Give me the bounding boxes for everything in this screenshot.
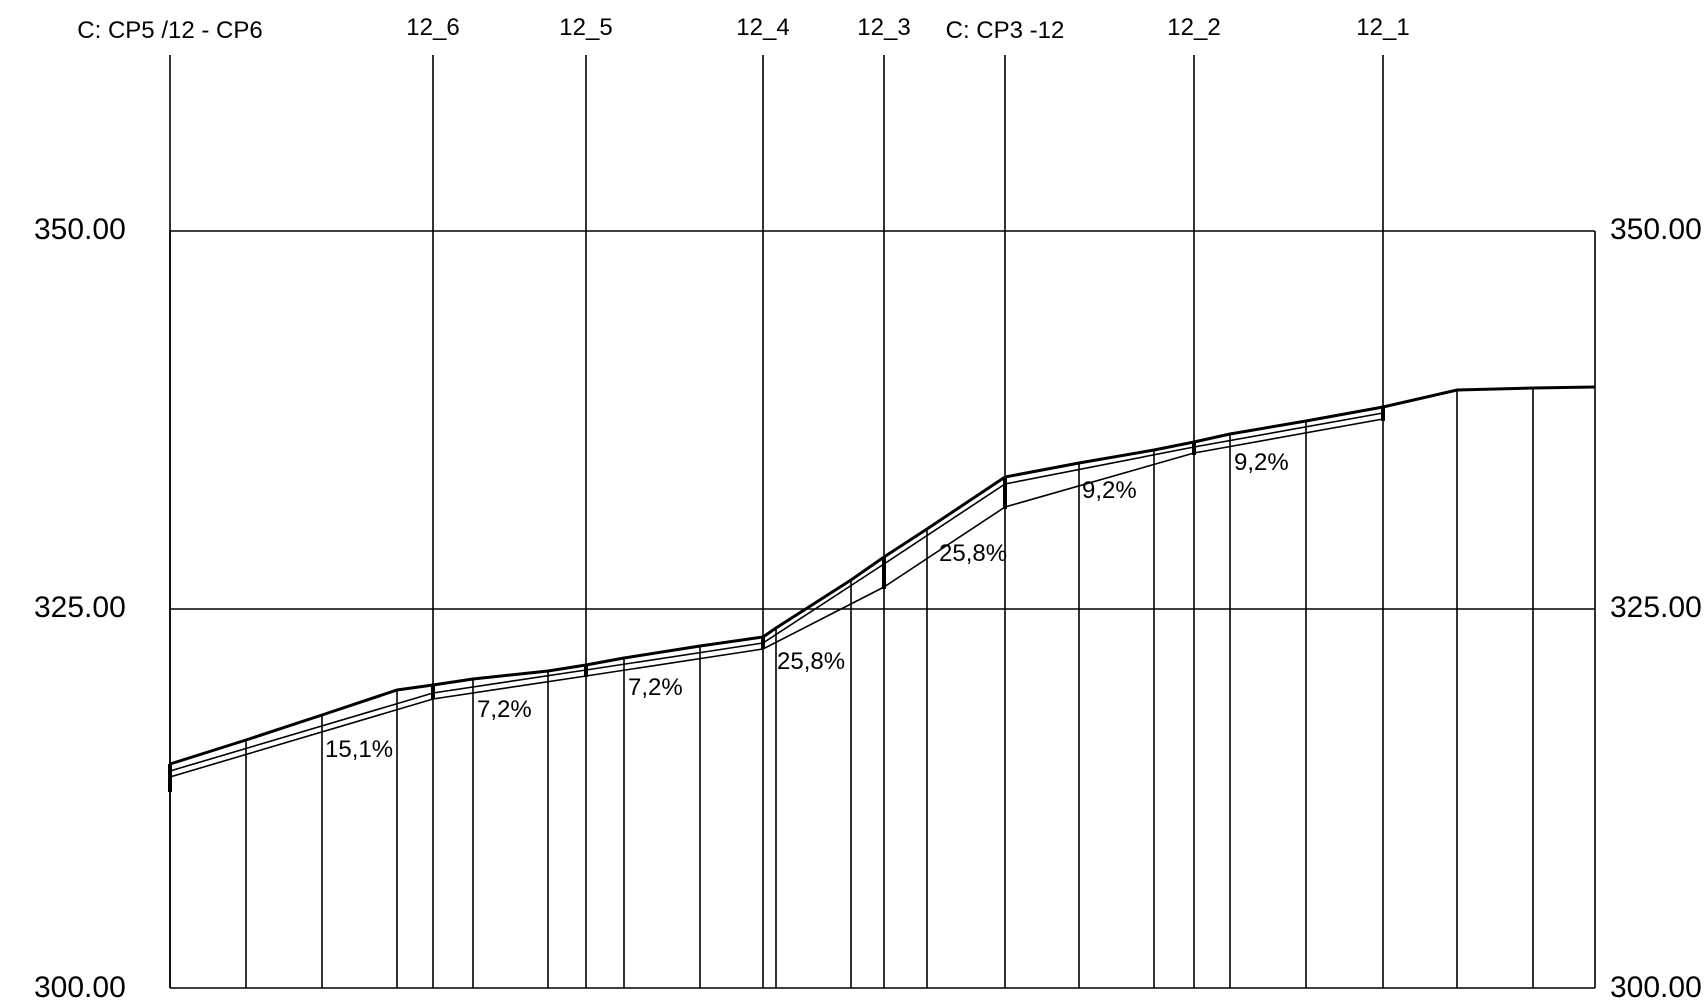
manhole-marker xyxy=(1192,442,1196,455)
manhole-marker xyxy=(761,637,765,649)
station-label-12-3: 12_3 xyxy=(857,14,910,41)
slope-label: 9,2% xyxy=(1234,449,1289,476)
slope-label: 25,8% xyxy=(777,648,845,675)
station-label-12-6: 12_6 xyxy=(406,14,459,41)
manhole-marker xyxy=(1003,477,1007,509)
manhole-marker xyxy=(1381,407,1385,421)
station-label-cp5-cp6: C: CP5 /12 - CP6 xyxy=(77,17,262,44)
slope-label: 7,2% xyxy=(477,696,532,723)
elevation-label-left-325: 325.00 xyxy=(34,591,126,624)
elevation-label-left-300: 300.00 xyxy=(34,971,126,1002)
elevation-label-right-350: 350.00 xyxy=(1610,213,1702,246)
manhole-marker xyxy=(431,685,435,699)
slope-label: 9,2% xyxy=(1082,477,1137,504)
elevation-label-left-350: 350.00 xyxy=(34,213,126,246)
station-label-12-4: 12_4 xyxy=(736,14,789,41)
slope-label: 15,1% xyxy=(325,736,393,763)
station-label-12-5: 12_5 xyxy=(559,14,612,41)
slope-label: 25,8% xyxy=(939,540,1007,567)
slope-labels: 15,1% 7,2% 7,2% 25,8% 25,8% 9,2% 9,2% xyxy=(325,449,1289,763)
pipe-crown-line xyxy=(169,412,1384,772)
elevation-label-right-300: 300.00 xyxy=(1610,971,1702,1002)
manhole-marker xyxy=(584,665,588,677)
manhole-markers xyxy=(168,407,1385,792)
manhole-marker xyxy=(168,764,172,792)
station-label-12-2: 12_2 xyxy=(1167,14,1220,41)
station-label-cp3-12: C: CP3 -12 xyxy=(946,17,1065,44)
station-label-12-1: 12_1 xyxy=(1356,14,1409,41)
station-labels: C: CP5 /12 - CP6 12_6 12_5 12_4 12_3 C: … xyxy=(77,14,1409,44)
manhole-marker xyxy=(882,557,886,589)
station-lines xyxy=(169,55,1384,988)
profile-frame xyxy=(169,230,1596,989)
elevation-labels: 350.00 350.00 325.00 325.00 300.00 300.0… xyxy=(34,213,1702,1002)
ordinate-lines xyxy=(245,388,1534,988)
elevation-label-right-325: 325.00 xyxy=(1610,591,1702,624)
pipe-invert-line xyxy=(169,418,1384,778)
slope-label: 7,2% xyxy=(628,674,683,701)
